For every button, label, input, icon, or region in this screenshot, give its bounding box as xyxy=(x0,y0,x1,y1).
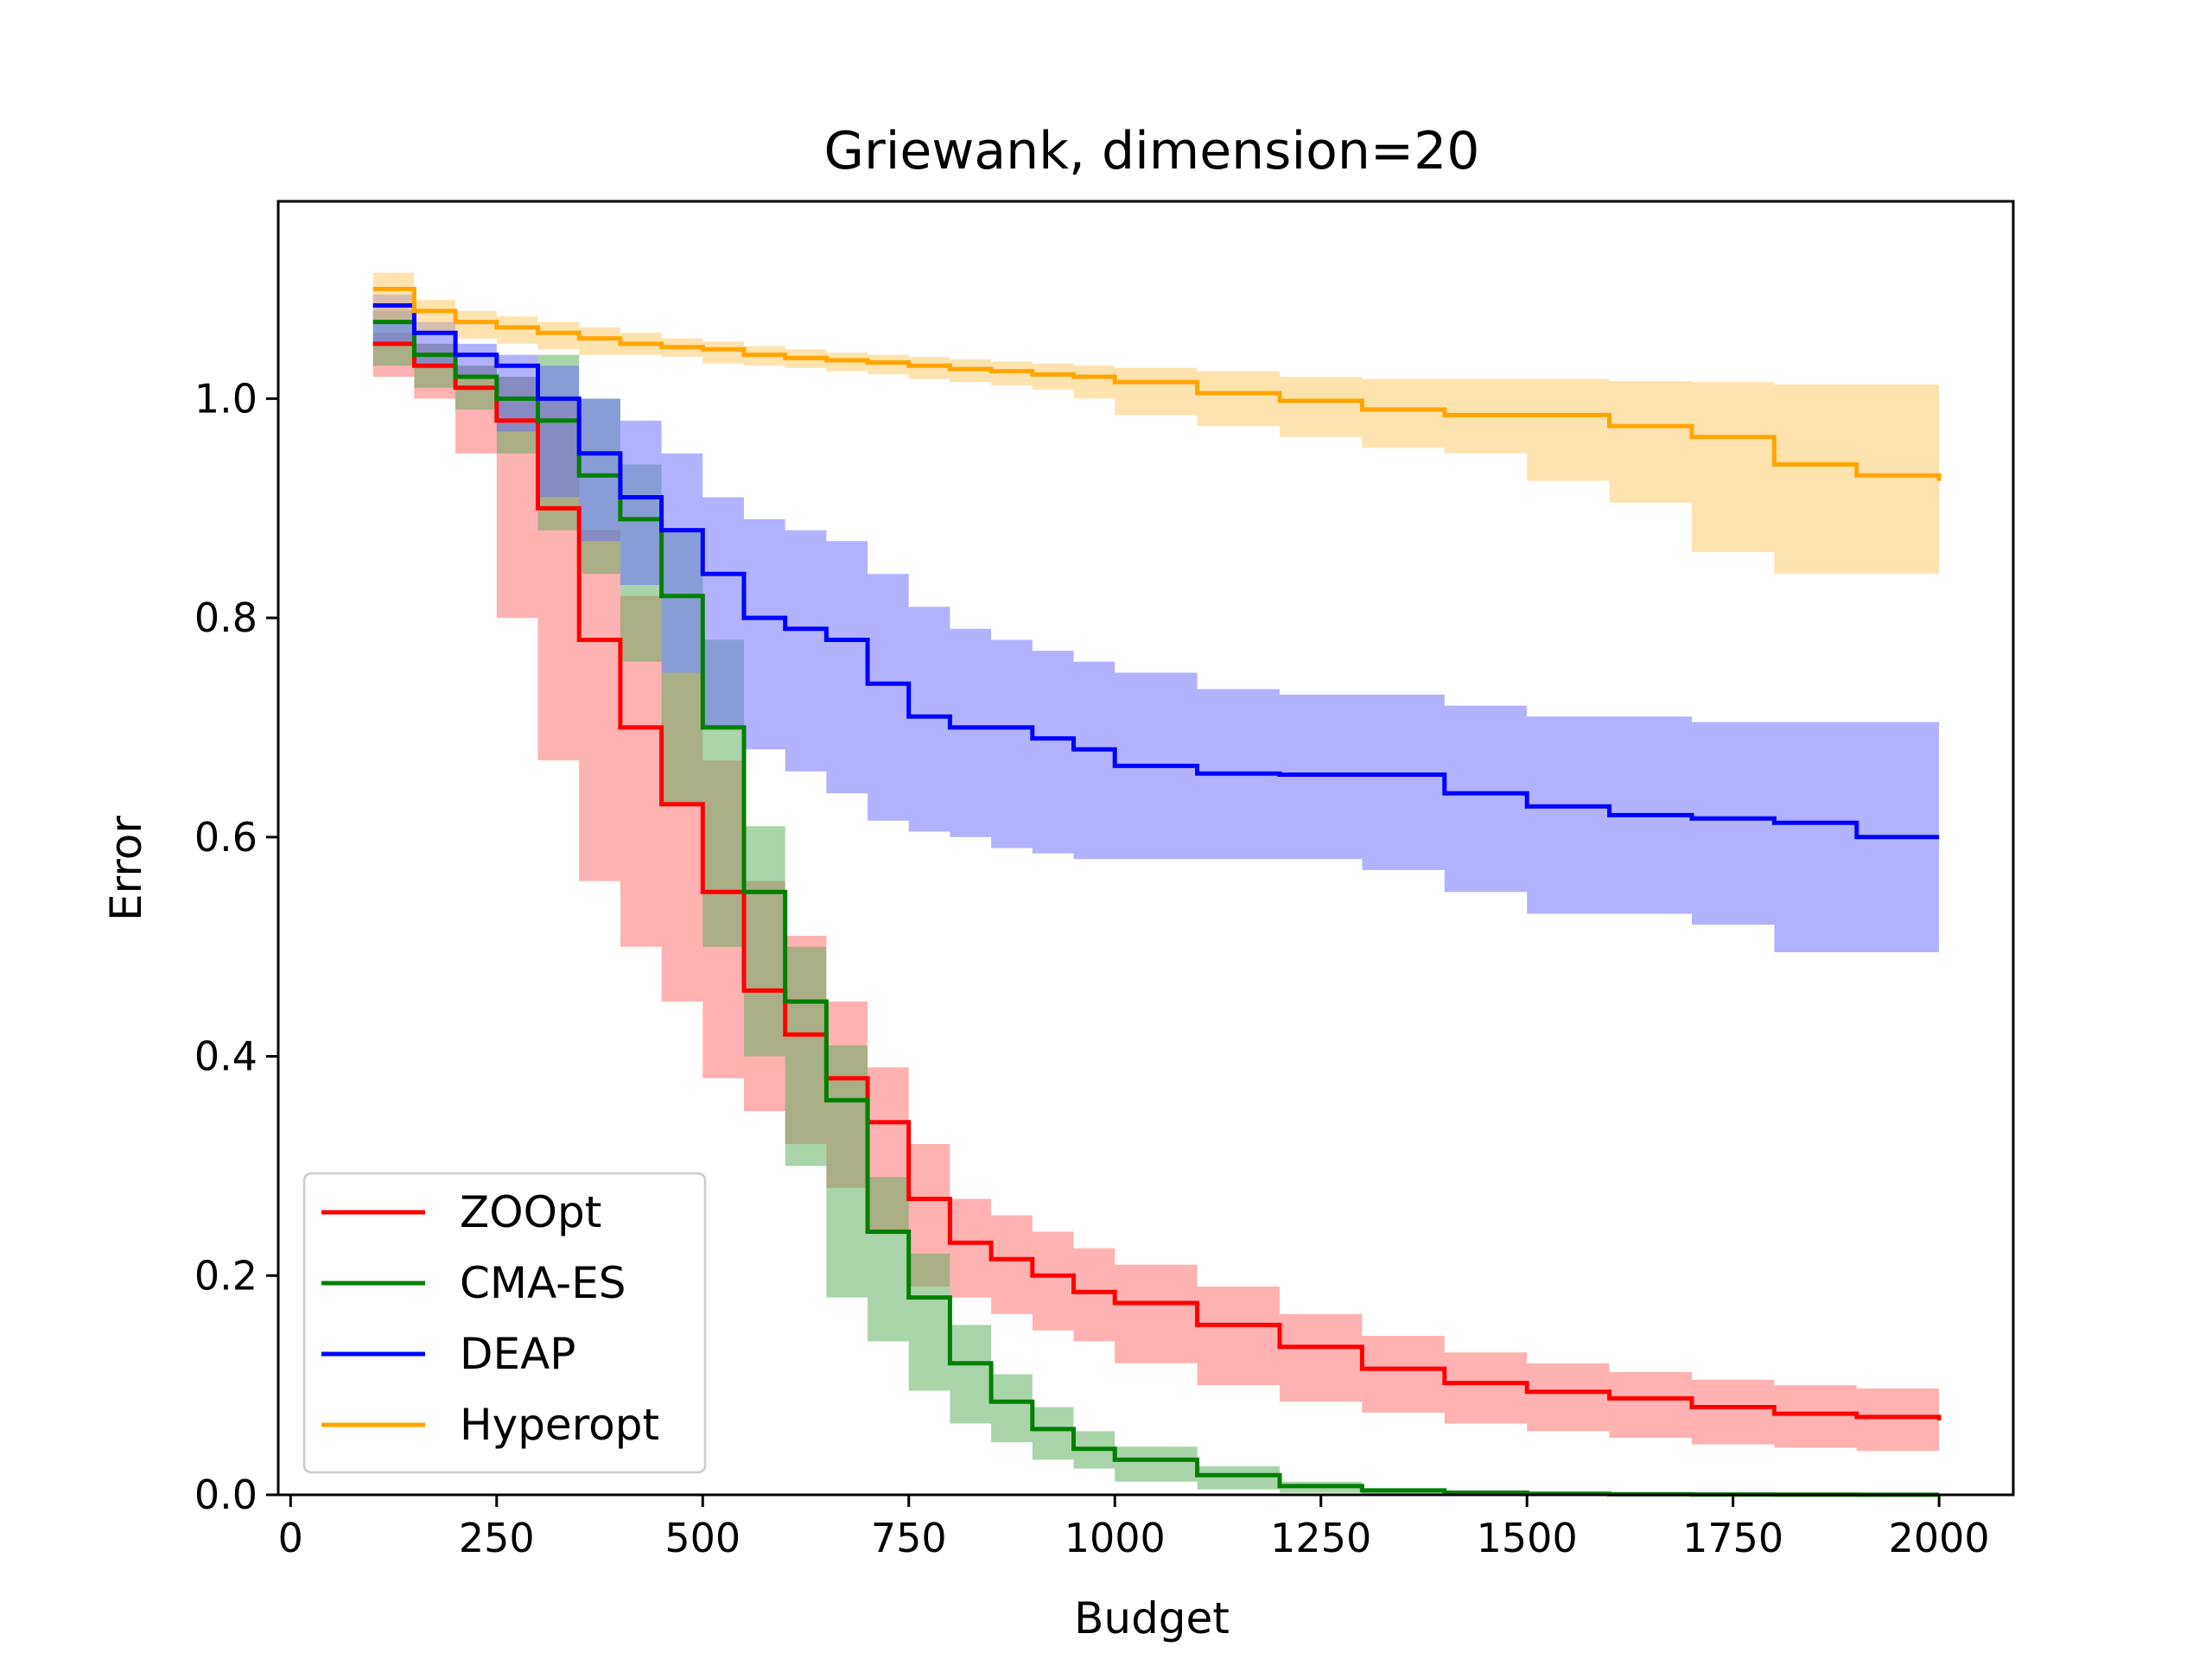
x-tick-label: 1250 xyxy=(1270,1515,1371,1561)
x-tick-label: 1750 xyxy=(1682,1515,1783,1561)
x-axis: 0 250 500 750 1000 1250 1500 1750 2000 xyxy=(278,1495,1990,1561)
y-axis-title: Error xyxy=(101,816,151,921)
band-hyperopt xyxy=(372,272,1940,575)
legend-box xyxy=(302,1172,707,1474)
x-tick-label: 500 xyxy=(664,1515,741,1561)
x-tick-label: 0 xyxy=(278,1515,303,1561)
legend-label-deap: DEAP xyxy=(460,1329,575,1379)
y-axis: 0.0 0.2 0.4 0.6 0.8 1.0 xyxy=(194,375,278,1518)
y-tick-label: 0.6 xyxy=(194,814,257,861)
y-tick-label: 0.8 xyxy=(194,594,257,641)
plot-area xyxy=(372,272,1942,1497)
line-zoopt xyxy=(372,341,1942,1421)
y-tick-label: 0.4 xyxy=(194,1033,257,1080)
band-deap xyxy=(372,294,1940,952)
x-tick-label: 1500 xyxy=(1477,1515,1578,1561)
x-tick-label: 1000 xyxy=(1065,1515,1166,1561)
y-tick-label: 1.0 xyxy=(194,375,257,422)
legend-label-cma-es: CMA-ES xyxy=(460,1258,626,1308)
line-hyperopt xyxy=(372,287,1942,481)
chart-title: Griewank, dimension=20 xyxy=(824,121,1480,181)
x-tick-label: 250 xyxy=(459,1515,535,1561)
x-tick-label: 750 xyxy=(871,1515,947,1561)
plot-frame xyxy=(276,200,2015,1497)
line-deap xyxy=(372,303,1940,840)
legend-label-hyperopt: Hyperopt xyxy=(460,1400,659,1450)
x-axis-title: Budget xyxy=(1074,1593,1230,1643)
y-tick-label: 0.0 xyxy=(194,1471,257,1518)
y-tick-label: 0.2 xyxy=(194,1252,257,1299)
legend: ZOOpt CMA-ES DEAP Hyperopt xyxy=(302,1172,707,1474)
x-tick-label: 2000 xyxy=(1889,1515,1990,1561)
legend-label-zoopt: ZOOpt xyxy=(460,1187,601,1237)
